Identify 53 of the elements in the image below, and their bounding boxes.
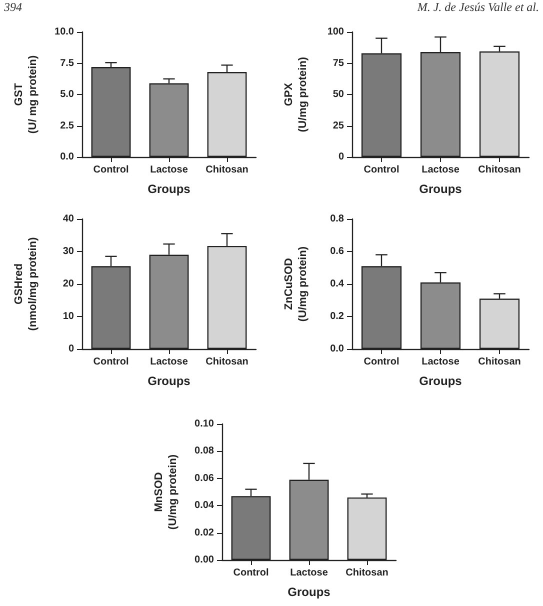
x-tick-label: Lactose	[150, 164, 188, 176]
y-tick-label: 0.8	[330, 214, 344, 224]
y-tick-label: 50	[332, 89, 344, 100]
x-axis-title: Groups	[148, 182, 191, 196]
x-axis-title: Groups	[288, 585, 331, 599]
x-tick-label: Chitosan	[478, 356, 521, 368]
y-tick-label: 40	[62, 214, 74, 224]
y-tick-label: 0.6	[330, 246, 344, 257]
y-tick-label: 0.2	[330, 311, 344, 322]
y-tick-label: 100	[327, 26, 344, 38]
y-tick-label: 0.02	[194, 527, 214, 538]
y-tick-label: 0.0	[330, 344, 344, 354]
x-tick-label: Control	[93, 164, 129, 176]
y-axis-title: GST (U/ mg protein)	[13, 55, 39, 134]
y-tick-label: 0.10	[194, 418, 214, 430]
x-tick-label: Control	[233, 568, 269, 578]
y-tick-label: 0.04	[194, 500, 214, 512]
x-tick-label: Lactose	[422, 164, 460, 176]
y-tick-label: 0.06	[194, 472, 214, 484]
x-tick-label: Chitosan	[346, 568, 388, 578]
x-tick-label: Control	[93, 356, 129, 368]
y-tick-label: 0	[68, 344, 74, 354]
y-axis-title: GSHred (nmol/mg protein)	[13, 236, 39, 331]
y-tick-label: 0	[338, 152, 344, 162]
y-tick-label: 0.4	[330, 278, 344, 290]
y-axis-title: ZnCuSOD (U/mg protein)	[283, 246, 309, 322]
text: 394	[4, 0, 22, 15]
x-axis-title: Groups	[419, 374, 462, 388]
text: M. J. de Jesús Valle et al.	[417, 0, 539, 15]
x-tick-label: Lactose	[422, 356, 460, 368]
x-tick-label: Chitosan	[206, 356, 248, 368]
x-tick-label: Control	[364, 356, 400, 368]
x-tick-label: Lactose	[290, 568, 328, 578]
x-axis-title: Groups	[419, 182, 462, 196]
x-tick-label: Chitosan	[478, 164, 521, 176]
y-axis-title: GPX (U/mg protein)	[283, 56, 309, 132]
y-tick-label: 0.00	[194, 554, 214, 566]
x-axis-title: Groups	[148, 374, 191, 388]
y-tick-label: 30	[62, 246, 74, 257]
y-tick-label: 0.08	[194, 446, 214, 457]
x-tick-label: Lactose	[150, 356, 188, 368]
y-tick-label: 10	[62, 311, 74, 322]
y-tick-label: 25	[332, 120, 344, 132]
y-tick-label: 2.5	[60, 120, 74, 132]
y-tick-label: 75	[332, 58, 344, 69]
y-tick-label: 7.5	[60, 58, 74, 69]
y-tick-label: 5.0	[60, 89, 74, 100]
x-tick-label: Control	[364, 164, 400, 176]
y-tick-label: 20	[62, 278, 74, 290]
y-tick-label: 0.0	[60, 152, 74, 162]
y-axis-title: MnSOD (U/mg protein)	[153, 454, 179, 530]
y-tick-label: 10.0	[54, 26, 74, 38]
x-tick-label: Chitosan	[206, 164, 248, 176]
